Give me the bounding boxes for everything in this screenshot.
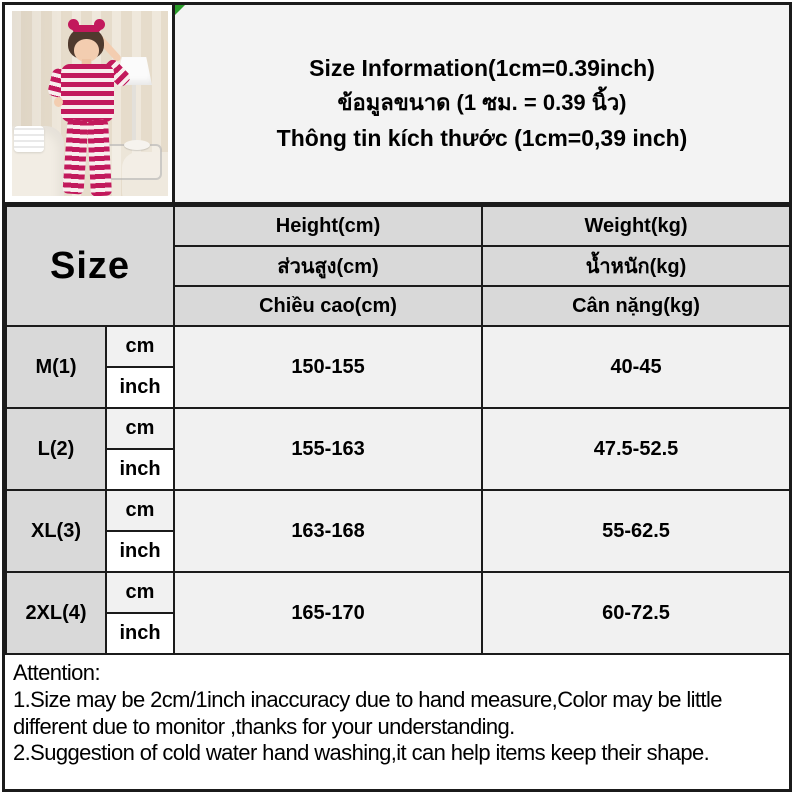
table-row: inch (6, 612, 790, 655)
unit-cm: cm (104, 407, 176, 450)
table-item-shape (124, 140, 150, 150)
table-row: XL(3) cm 163-168 55-62.5 (5, 489, 792, 573)
unit-cm: cm (104, 489, 176, 532)
lamp-pole-shape (132, 85, 136, 143)
size-chart-panel: Size Information(1cm=0.39inch) ข้อมูลขนา… (2, 2, 792, 792)
weight-header-th: น้ำหนัก(kg) (481, 245, 792, 287)
unit-cm: cm (104, 571, 176, 614)
height-header-vi: Chiều cao(cm) (173, 285, 484, 327)
header-section: Size Information(1cm=0.39inch) ข้อมูลขนา… (5, 5, 789, 205)
attention-section: Attention: 1.Size may be 2cm/1inch inacc… (5, 655, 789, 768)
unit-inch: inch (104, 530, 176, 573)
size-label-2xl: 2XL(4) (5, 571, 107, 655)
headband-ear-left (68, 19, 79, 30)
table-row: L(2) cm 155-163 47.5-52.5 (5, 407, 792, 491)
height-header-th: ส่วนสูง(cm) (173, 245, 484, 287)
headband-ear-right (94, 19, 105, 30)
title-vietnamese: Thông tin kích thước (1cm=0,39 inch) (276, 124, 688, 151)
weight-header-en: Weight(kg) (481, 205, 792, 247)
model-neck (82, 59, 91, 66)
product-photo (12, 11, 168, 196)
headband (72, 25, 101, 32)
table-row: inch (6, 366, 790, 409)
table-row: inch (6, 448, 790, 491)
unit-inch: inch (104, 366, 176, 409)
weight-value-m: 40-45 (481, 325, 792, 409)
weight-value-xl: 55-62.5 (481, 489, 792, 573)
size-label-l: L(2) (5, 407, 107, 491)
size-header-cell: Size (4, 205, 176, 327)
title-block: Size Information(1cm=0.39inch) ข้อมูลขนา… (175, 5, 789, 202)
model-face (74, 39, 99, 62)
pajama-leg-left (62, 119, 89, 195)
pillow-shape (14, 126, 44, 152)
height-value-xl: 163-168 (173, 489, 484, 573)
size-table: Size Height(cm) Weight(kg) ส่วนสูง(cm) น… (4, 205, 792, 655)
height-header-en: Height(cm) (173, 205, 484, 247)
size-label-xl: XL(3) (5, 489, 107, 573)
unit-inch: inch (104, 612, 176, 655)
height-value-l: 155-163 (173, 407, 484, 491)
title-thai: ข้อมูลขนาด (1 ซม. = 0.39 นิ้ว) (337, 90, 627, 116)
attention-note-1: 1.Size may be 2cm/1inch inaccuracy due t… (13, 686, 722, 739)
model-hand (54, 97, 63, 107)
height-value-2xl: 165-170 (173, 571, 484, 655)
unit-inch: inch (104, 448, 176, 491)
title-english: Size Information(1cm=0.39inch) (309, 54, 655, 81)
table-row: M(1) cm 150-155 40-45 (5, 325, 792, 409)
attention-note-2: 2.Suggestion of cold water hand washing,… (13, 740, 710, 766)
weight-value-l: 47.5-52.5 (481, 407, 792, 491)
unit-cm: cm (104, 325, 176, 368)
green-triangle-marker (175, 5, 185, 15)
height-value-m: 150-155 (173, 325, 484, 409)
weight-value-2xl: 60-72.5 (481, 571, 792, 655)
product-photo-cell (5, 5, 175, 202)
table-row: inch (6, 530, 790, 573)
table-row: 2XL(4) cm 165-170 60-72.5 (5, 571, 792, 655)
size-label-m: M(1) (5, 325, 107, 409)
glass-table-shape (104, 144, 162, 180)
pajama-leg-right (87, 119, 112, 196)
pajama-top (61, 64, 114, 122)
weight-header-vi: Cân nặng(kg) (481, 285, 792, 327)
attention-title: Attention: (13, 660, 101, 685)
